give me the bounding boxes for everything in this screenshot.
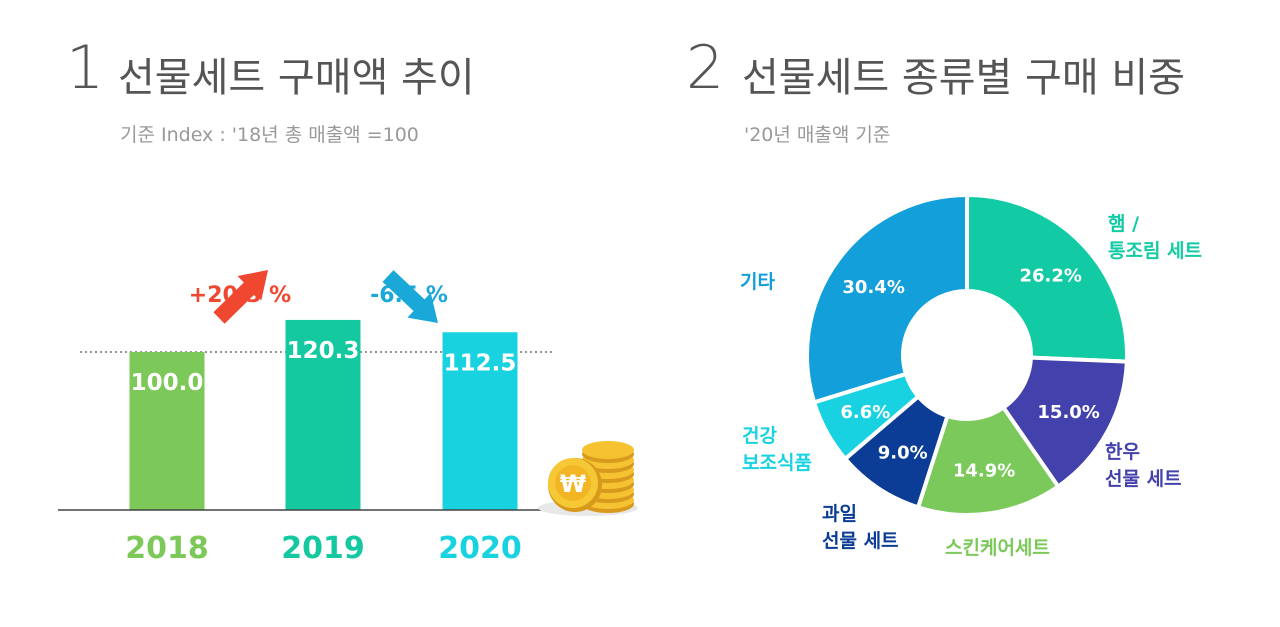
slice-value-label: 30.4% <box>842 277 904 298</box>
bar-value-label: 100.0 <box>131 370 204 396</box>
coins-icon: ₩ <box>538 441 638 516</box>
slice: 9.0% 과일 선물 세트 <box>822 394 950 552</box>
chart-subtitle: '20년 매출액 기준 <box>744 124 891 146</box>
slice-category-label: 스킨케어세트 <box>945 537 1050 559</box>
slice-value-label: 15.0% <box>1037 402 1099 423</box>
arrow-down-icon <box>382 270 438 323</box>
bar-value-label: 120.3 <box>287 338 360 364</box>
bar-2020 <box>442 332 518 510</box>
slice-category-label: 햄 / 통조림 세트 <box>1108 213 1202 262</box>
bar-2019 <box>285 319 361 510</box>
bar-value-label: 112.5 <box>444 350 517 376</box>
category-label: 2020 <box>438 531 522 566</box>
chart-title: 선물세트 구매액 추이 <box>118 55 475 101</box>
slice-value-label: 9.0% <box>878 443 928 464</box>
slice-category-label: 과일 선물 세트 <box>822 503 899 552</box>
slice-category-label: 기타 <box>740 271 775 293</box>
slice: 14.9% 스킨케어세트 <box>916 405 1061 559</box>
section-number: 2 <box>686 33 725 103</box>
chart-subtitle: 기준 Index : '18년 총 매출액 =100 <box>120 124 419 146</box>
arrow-up-icon <box>213 270 268 324</box>
panel-gift-set-trend: 1 선물세트 구매액 추이 기준 Index : '18년 총 매출액 =100… <box>58 33 638 566</box>
slice-value-label: 6.6% <box>840 402 890 423</box>
chart-title: 선물세트 종류별 구매 비중 <box>742 55 1185 101</box>
slice-category-label: 한우 선물 세트 <box>1105 441 1182 490</box>
slice: 30.4% 기타 <box>740 193 969 405</box>
slice: 15.0% 한우 선물 세트 <box>1001 355 1182 490</box>
bar-2018 <box>129 352 205 510</box>
slice: 26.2% 햄 / 통조림 세트 <box>965 193 1202 364</box>
panel-gift-set-share: 2 선물세트 종류별 구매 비중 '20년 매출액 기준 26.2% 햄 / 통조림… <box>640 0 1280 627</box>
section-number: 1 <box>66 33 105 103</box>
svg-text:₩: ₩ <box>560 470 587 498</box>
slice-value-label: 14.9% <box>953 461 1015 482</box>
slice-category-label: 건강 보조식품 <box>742 425 812 474</box>
slice-value-label: 26.2% <box>1019 266 1081 287</box>
category-label: 2018 <box>125 531 209 566</box>
category-label: 2019 <box>281 531 365 566</box>
